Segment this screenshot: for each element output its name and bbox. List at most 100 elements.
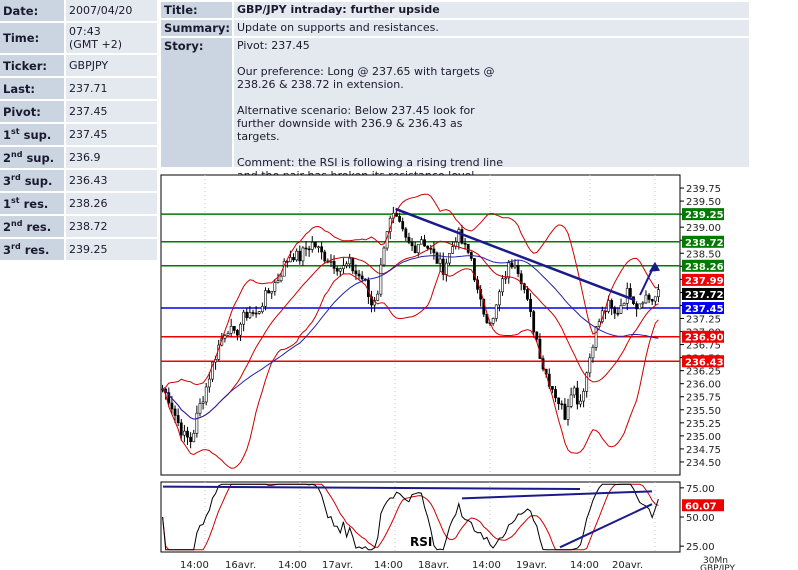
candle-body bbox=[572, 387, 576, 396]
sup3-label: 3rd sup. bbox=[0, 170, 64, 193]
candle-body bbox=[448, 253, 451, 264]
candle-body bbox=[251, 312, 255, 314]
sup3-value: 236.43 bbox=[64, 170, 157, 193]
candle-body bbox=[507, 262, 511, 279]
candle-body bbox=[557, 397, 561, 405]
story-preference: Our preference: Long @ 237.65 with targe… bbox=[237, 65, 495, 91]
candle-body bbox=[292, 257, 295, 261]
level-badge bbox=[682, 259, 724, 272]
y-tick-label: 239.50 bbox=[686, 197, 721, 208]
res3-label: 3rd res. bbox=[0, 239, 64, 262]
x-tick-label: 14:00 bbox=[570, 560, 599, 570]
candle-body bbox=[435, 252, 439, 264]
candle-body bbox=[497, 291, 501, 306]
rsi-title: RSI bbox=[410, 535, 432, 549]
candle-body bbox=[551, 386, 554, 390]
candle-body bbox=[226, 333, 230, 336]
candle-body bbox=[351, 257, 355, 272]
level-label: 236.43 bbox=[685, 357, 724, 368]
candle-body bbox=[179, 422, 183, 436]
candle-body bbox=[653, 296, 657, 302]
y-tick-label: 238.50 bbox=[686, 249, 721, 260]
candle-body bbox=[170, 402, 174, 410]
sup1-label: 1st sup. bbox=[0, 124, 64, 147]
candle-body bbox=[560, 403, 564, 406]
x-tick-label: 14:00 bbox=[180, 560, 209, 570]
candle-body bbox=[610, 300, 614, 309]
candle-body bbox=[522, 283, 526, 290]
candle-body bbox=[426, 245, 430, 249]
candle-body bbox=[229, 325, 233, 334]
marker-badge bbox=[682, 273, 724, 286]
candle-body bbox=[236, 330, 239, 336]
candle-body bbox=[413, 245, 417, 253]
candle-body bbox=[416, 243, 420, 253]
res2-value: 238.72 bbox=[64, 216, 157, 239]
candle-body bbox=[338, 268, 342, 272]
upside-arrow-head bbox=[649, 261, 661, 272]
candle-body bbox=[410, 242, 414, 247]
sup1-value: 237.45 bbox=[64, 124, 157, 147]
rsi-marker-label: 60.07 bbox=[685, 501, 717, 512]
candle-body bbox=[264, 290, 267, 307]
candle-body bbox=[554, 389, 557, 399]
bollinger-mid bbox=[162, 240, 659, 420]
candle-body bbox=[239, 323, 242, 336]
y-tick-label: 236.75 bbox=[686, 341, 721, 352]
candle-body bbox=[198, 403, 202, 414]
candle-body bbox=[173, 408, 177, 416]
x-tick-label: 14:00 bbox=[278, 560, 307, 570]
y-tick-label: 234.50 bbox=[686, 458, 721, 469]
date-label: Date: bbox=[0, 0, 64, 23]
candle-body bbox=[304, 247, 308, 250]
rsi-marker-badge bbox=[682, 499, 724, 512]
candle-body bbox=[211, 361, 214, 380]
y-tick-label: 239.75 bbox=[686, 184, 721, 195]
y-tick-label: 235.00 bbox=[686, 432, 721, 443]
resistance-trend-line bbox=[395, 207, 636, 302]
level-badge bbox=[682, 330, 724, 343]
price-frame bbox=[160, 174, 681, 476]
level-label: 239.25 bbox=[685, 210, 724, 221]
x-tick-label: 19avr. bbox=[516, 560, 547, 570]
level-label: 237.45 bbox=[685, 304, 724, 315]
candle-body bbox=[529, 298, 532, 312]
level-label: 236.90 bbox=[685, 333, 724, 344]
last-label: Last: bbox=[0, 78, 64, 101]
x-tick-label: 14:00 bbox=[374, 560, 403, 570]
candle-body bbox=[438, 258, 442, 264]
candle-body bbox=[273, 282, 277, 292]
candle-body bbox=[575, 387, 579, 405]
level-badge bbox=[682, 355, 724, 368]
candle-body bbox=[401, 221, 405, 230]
candle-body bbox=[635, 303, 639, 310]
candle-body bbox=[270, 291, 274, 294]
summary-label: Summary: bbox=[161, 20, 232, 36]
candle-body bbox=[348, 257, 352, 265]
candle-body bbox=[257, 311, 261, 314]
summary-value: Update on supports and resistances. bbox=[234, 20, 749, 36]
candle-body bbox=[379, 264, 383, 295]
bollinger-upper bbox=[162, 193, 659, 390]
candle-body bbox=[423, 239, 426, 247]
rsi-line bbox=[162, 483, 659, 551]
title-label: Title: bbox=[161, 2, 232, 18]
candle-body bbox=[504, 277, 508, 280]
candle-body bbox=[357, 273, 361, 277]
candle-body bbox=[276, 280, 280, 283]
candle-body bbox=[192, 432, 196, 443]
res3-value: 239.25 bbox=[64, 239, 157, 262]
time-clock: 07:43 bbox=[69, 25, 101, 38]
info-table: Date: 2007/04/20 Time: 07:43 (GMT +2) Ticke… bbox=[0, 0, 157, 262]
candle-body bbox=[491, 318, 495, 324]
level-label: 238.26 bbox=[685, 262, 724, 273]
y-tick-label: 235.25 bbox=[686, 419, 721, 430]
candle-body bbox=[432, 248, 436, 254]
candle-body bbox=[585, 372, 589, 392]
story-label: Story: bbox=[161, 38, 232, 167]
res1-value: 238.26 bbox=[64, 193, 157, 216]
candle-body bbox=[494, 304, 498, 319]
x-tick-label: 18avr. bbox=[418, 560, 449, 570]
